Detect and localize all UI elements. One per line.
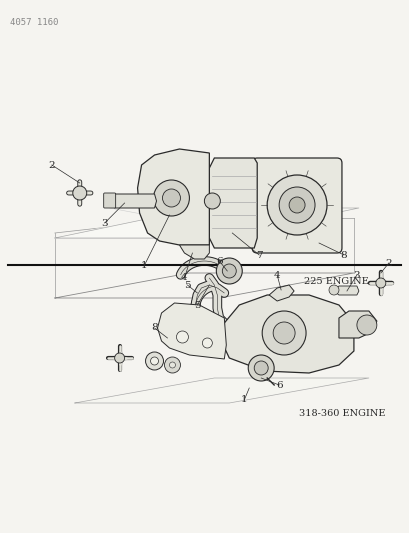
Circle shape <box>375 278 385 288</box>
Text: 3: 3 <box>101 219 108 228</box>
Text: 1: 1 <box>141 261 148 270</box>
Polygon shape <box>179 245 209 259</box>
Circle shape <box>150 357 158 365</box>
Text: 4057 1160: 4057 1160 <box>10 18 58 27</box>
Circle shape <box>262 311 305 355</box>
Text: 8: 8 <box>340 251 346 260</box>
Circle shape <box>145 352 163 370</box>
Polygon shape <box>157 303 226 359</box>
Circle shape <box>164 357 180 373</box>
Circle shape <box>272 322 294 344</box>
FancyBboxPatch shape <box>103 193 115 208</box>
Text: 3: 3 <box>353 271 360 279</box>
Circle shape <box>356 315 376 335</box>
Text: 318-360 ENGINE: 318-360 ENGINE <box>298 408 384 417</box>
Circle shape <box>115 353 124 363</box>
Circle shape <box>254 361 267 375</box>
Circle shape <box>279 187 314 223</box>
Polygon shape <box>338 311 376 338</box>
Text: 7: 7 <box>255 251 262 260</box>
Circle shape <box>267 175 326 235</box>
Polygon shape <box>209 158 256 248</box>
Circle shape <box>204 193 220 209</box>
Circle shape <box>73 186 87 200</box>
Circle shape <box>169 362 175 368</box>
Text: 6: 6 <box>216 256 222 265</box>
Polygon shape <box>74 378 368 403</box>
Polygon shape <box>109 194 156 208</box>
Text: 4: 4 <box>181 273 187 282</box>
Polygon shape <box>333 286 358 295</box>
Text: 5: 5 <box>184 280 190 289</box>
Text: 2: 2 <box>48 160 55 169</box>
Circle shape <box>328 285 338 295</box>
Circle shape <box>176 331 188 343</box>
Circle shape <box>247 355 274 381</box>
Text: 5: 5 <box>193 301 200 310</box>
Polygon shape <box>55 208 358 238</box>
Text: 2: 2 <box>384 259 391 268</box>
Circle shape <box>202 338 212 348</box>
Text: 4: 4 <box>273 271 280 279</box>
Polygon shape <box>269 285 293 301</box>
Circle shape <box>216 258 242 284</box>
Text: 1: 1 <box>240 395 247 405</box>
Circle shape <box>222 264 236 278</box>
Text: 8: 8 <box>151 324 157 333</box>
Polygon shape <box>137 149 209 245</box>
Circle shape <box>288 197 304 213</box>
Polygon shape <box>221 295 353 373</box>
Circle shape <box>153 180 189 216</box>
FancyBboxPatch shape <box>252 158 341 253</box>
Circle shape <box>162 189 180 207</box>
Text: 225 ENGINE: 225 ENGINE <box>303 277 368 286</box>
Text: 6: 6 <box>275 381 282 390</box>
